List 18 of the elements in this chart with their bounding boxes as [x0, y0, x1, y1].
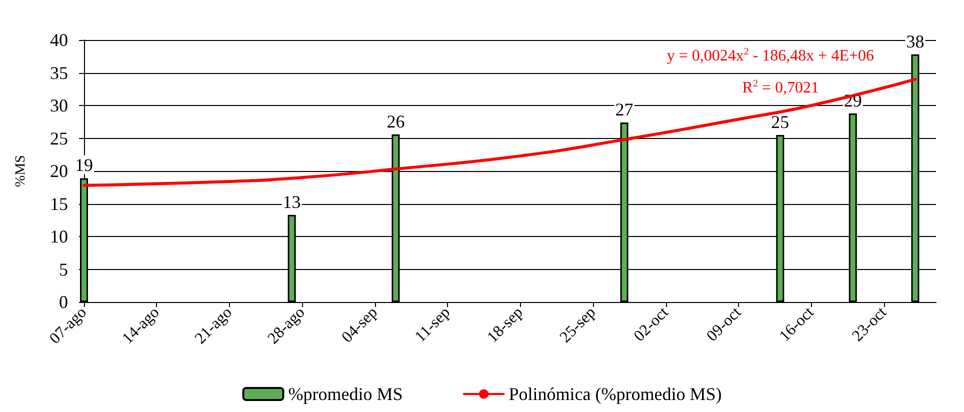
legend-label: %promedio MS	[288, 384, 403, 404]
y-tick-label: 20	[50, 161, 68, 181]
data-label: 38	[906, 31, 924, 52]
y-axis-title: %MS	[14, 155, 28, 187]
data-label: 26	[386, 111, 405, 132]
data-label: 27	[615, 100, 634, 120]
data-label: 13	[282, 192, 301, 212]
legend-label: Polinómica (%promedio MS)	[508, 384, 722, 404]
y-tick-label: 25	[50, 128, 68, 148]
y-tick-label: 35	[50, 62, 68, 83]
y-tick-label: 10	[50, 226, 68, 246]
y-tick-label: 40	[50, 30, 68, 50]
data-label: 19	[75, 155, 93, 176]
y-tick-label: 5	[59, 259, 68, 280]
y-tick-label: 0	[59, 292, 68, 312]
y-tick-label: 15	[50, 194, 68, 214]
data-label: 25	[771, 112, 790, 132]
y-tick-label: 30	[50, 96, 68, 116]
